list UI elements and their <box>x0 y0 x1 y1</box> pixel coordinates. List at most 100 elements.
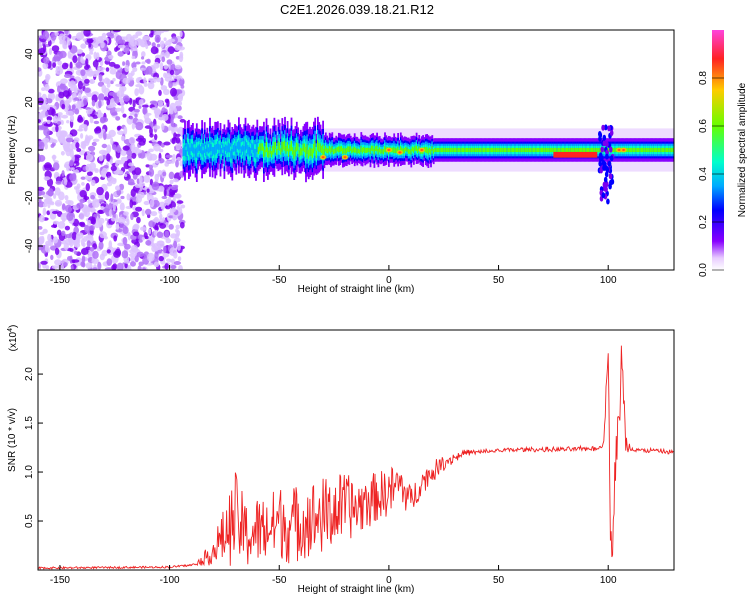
noise-blob <box>162 245 167 254</box>
noise-blob <box>147 228 152 235</box>
band-cell <box>405 146 407 152</box>
noise-blob <box>170 117 174 126</box>
noise-blob <box>178 93 183 102</box>
band-cell <box>198 144 201 151</box>
band-cell <box>567 147 569 153</box>
noise-blob <box>67 143 74 153</box>
band-cell <box>585 147 588 153</box>
noise-blob <box>80 133 84 139</box>
band-cell <box>356 148 359 154</box>
band-cell <box>411 146 414 152</box>
noise-blob <box>142 267 146 270</box>
disturbance-blob <box>599 167 603 174</box>
noise-blob <box>51 265 59 270</box>
band-cell <box>382 149 385 155</box>
band-cell <box>453 147 456 153</box>
band-cell <box>506 147 509 153</box>
band-cell <box>548 147 551 153</box>
band-cell <box>632 147 635 153</box>
band-cell <box>203 143 206 153</box>
noise-blob <box>110 165 117 172</box>
noise-blob <box>138 99 144 106</box>
band-cell <box>399 146 402 153</box>
noise-blob <box>169 102 177 111</box>
band-cell <box>317 140 319 151</box>
noise-blob <box>88 145 96 152</box>
band-cell <box>635 147 638 153</box>
noise-blob <box>177 115 183 120</box>
band-cell <box>607 147 610 153</box>
noise-blob <box>144 125 152 129</box>
band-cell <box>476 147 478 153</box>
noise-blob <box>170 233 178 239</box>
noise-blob <box>60 151 65 156</box>
noise-blob <box>144 117 152 124</box>
disturbance-blob <box>608 173 613 180</box>
noise-blob <box>180 204 186 209</box>
noise-blob <box>131 62 137 69</box>
band-cell <box>374 146 377 151</box>
noise-blob <box>169 179 174 185</box>
noise-blob <box>131 122 135 130</box>
noise-blob <box>131 170 136 175</box>
noise-blob <box>164 160 173 164</box>
peak-amplitude-spots <box>319 147 628 161</box>
noise-blob <box>98 209 103 214</box>
band-cell <box>301 148 303 156</box>
band-cell <box>339 146 342 152</box>
noise-blob <box>78 49 84 53</box>
noise-blob <box>79 190 87 198</box>
band-cell <box>377 149 380 155</box>
noise-blob <box>84 209 90 218</box>
noise-blob <box>62 90 70 97</box>
noise-blob <box>122 95 130 102</box>
band-cell <box>297 143 299 151</box>
noise-blob <box>93 120 100 125</box>
band-cell <box>327 148 330 154</box>
band-cell <box>499 147 502 153</box>
band-cell <box>202 150 205 158</box>
band-cell <box>574 147 577 153</box>
spectrogram-panel: -150 -100 -50 0 50 100 -40 -20 0 20 40 Height of … <box>7 29 675 295</box>
band-cell <box>280 148 282 155</box>
noise-blob <box>153 261 160 268</box>
noise-blob <box>153 143 161 152</box>
band-cell <box>303 143 306 153</box>
band-cell <box>472 147 474 153</box>
band-cell <box>614 147 617 153</box>
noise-blob <box>150 121 154 129</box>
noise-blob <box>69 114 75 123</box>
disturbance-blob <box>609 130 614 136</box>
band-cell <box>355 147 357 153</box>
band-cell <box>205 148 207 156</box>
noise-blob <box>96 186 104 196</box>
noise-blob <box>83 98 88 106</box>
band-cell <box>530 147 532 153</box>
noise-blob <box>150 80 157 83</box>
noise-blob <box>130 244 138 252</box>
band-cell <box>306 144 309 155</box>
band-cell <box>561 147 564 153</box>
band-cell <box>563 147 565 153</box>
disturbance-blob <box>600 155 604 162</box>
disturbance-blob <box>603 176 608 183</box>
noise-blob <box>120 105 125 114</box>
x-tick-label: -50 <box>272 575 287 586</box>
band-cell <box>372 145 374 152</box>
noise-blob <box>63 262 68 267</box>
band-cell <box>199 146 202 154</box>
noise-blob <box>42 137 50 144</box>
band-cell <box>449 147 452 153</box>
noise-blob <box>115 198 122 204</box>
band-cell <box>482 147 485 153</box>
band-cell <box>314 140 317 151</box>
y-tick-label: 0.5 <box>24 514 35 528</box>
noise-blob <box>150 30 154 36</box>
noise-blob <box>91 114 99 119</box>
band-cell <box>519 147 522 153</box>
noise-blob <box>128 136 136 145</box>
band-cell <box>409 149 411 154</box>
noise-blob <box>126 150 133 156</box>
band-cell <box>295 142 298 152</box>
band-cell <box>197 145 199 153</box>
